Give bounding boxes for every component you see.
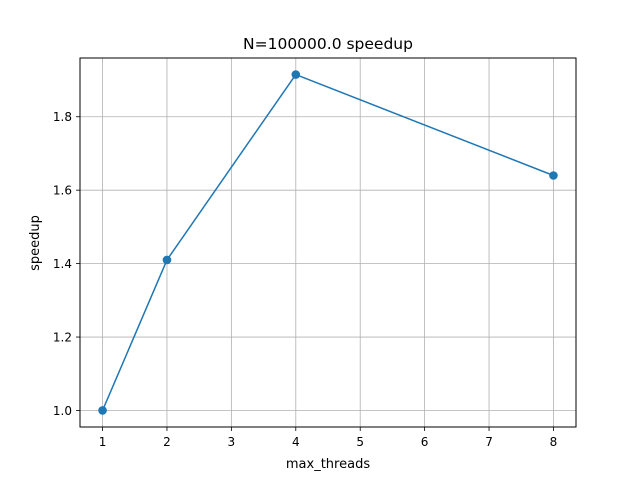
- y-tick-label: 1.0: [53, 404, 72, 418]
- y-tick-label: 1.6: [53, 184, 72, 198]
- x-tick-label: 6: [421, 435, 429, 449]
- x-tick-label: 7: [485, 435, 493, 449]
- grid-lines: [80, 58, 576, 427]
- x-tick-label: 1: [99, 435, 107, 449]
- x-tick-label: 2: [163, 435, 171, 449]
- data-series: [98, 70, 558, 415]
- y-tick-label: 1.2: [53, 331, 72, 345]
- x-tick-label: 3: [228, 435, 236, 449]
- axis-ticks: 1 2 3 4 5 6 7 8 1.0 1.2 1.4 1.6 1.8: [53, 110, 557, 449]
- data-point: [162, 255, 172, 265]
- x-tick-label: 8: [550, 435, 558, 449]
- x-axis-label: max_threads: [286, 457, 370, 472]
- y-tick-label: 1.4: [53, 257, 72, 271]
- series-line: [101, 73, 554, 411]
- data-point: [549, 171, 558, 180]
- x-tick-label: 4: [292, 435, 300, 449]
- x-tick-label: 5: [356, 435, 364, 449]
- y-axis-label: speedup: [28, 215, 43, 271]
- plot-frame: [79, 57, 577, 428]
- chart-title: N=100000.0 speedup: [243, 35, 413, 53]
- data-point: [291, 70, 301, 79]
- data-point: [98, 406, 107, 415]
- y-tick-label: 1.8: [53, 110, 72, 124]
